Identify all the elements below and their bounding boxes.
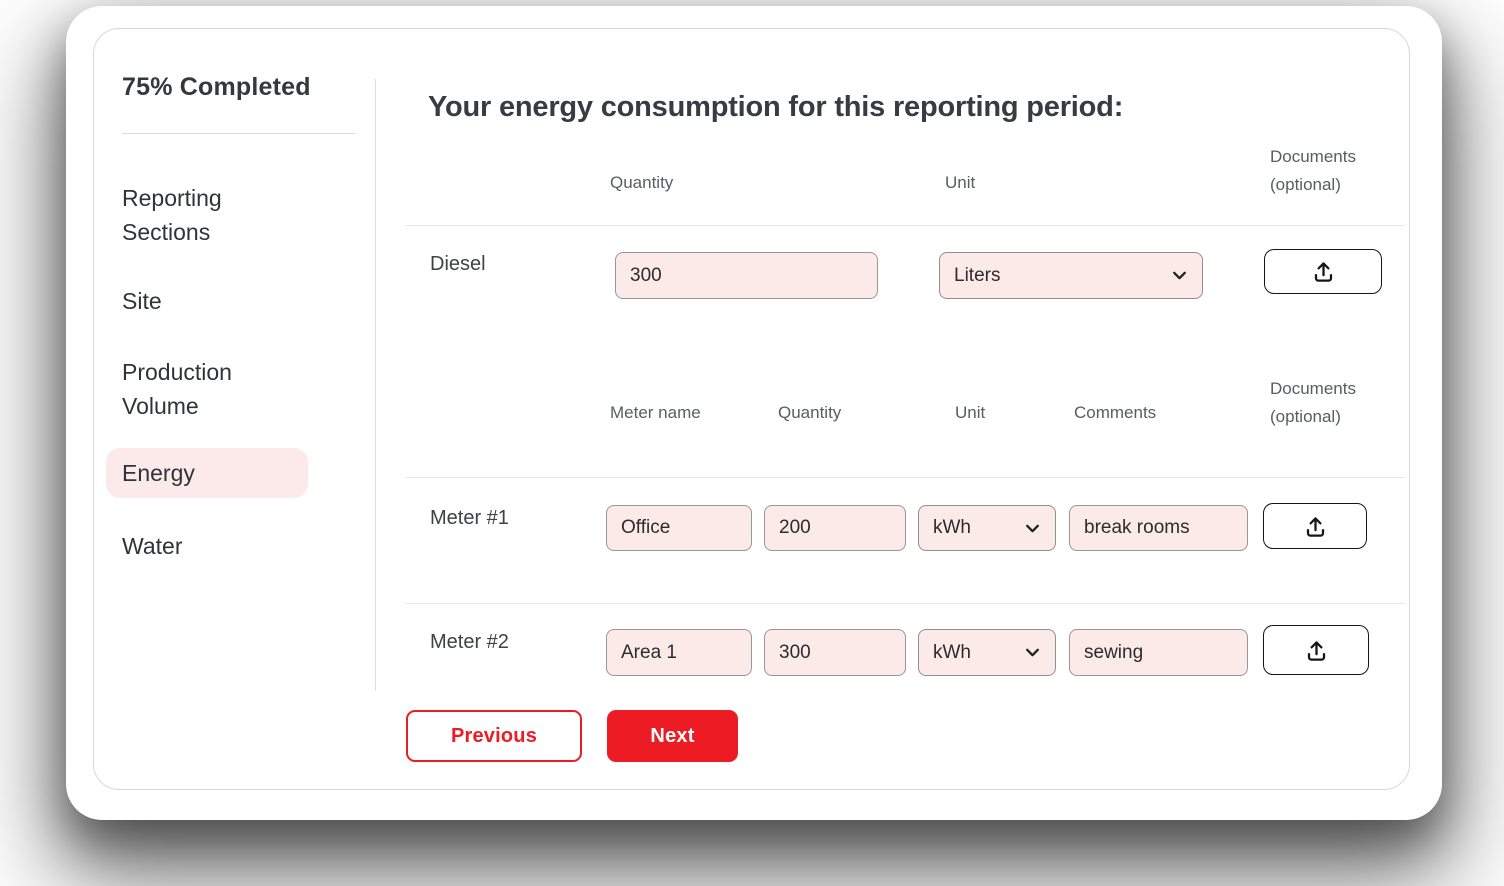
meter-header-unit: Unit bbox=[955, 403, 986, 422]
sidebar-item-site[interactable]: Site bbox=[122, 288, 162, 314]
chevron-down-icon bbox=[1173, 271, 1186, 280]
meter-header-quantity: Quantity bbox=[778, 403, 842, 422]
chevron-down-icon bbox=[1026, 648, 1039, 657]
meter2-quantity-input[interactable] bbox=[764, 629, 906, 676]
form-panel: 75% Completed Reporting Sections Site Pr… bbox=[93, 28, 1410, 790]
sidebar-item-water[interactable]: Water bbox=[122, 533, 183, 559]
sidebar-item-reporting-sections[interactable]: Reporting Sections bbox=[122, 185, 222, 245]
meter2-name-input[interactable] bbox=[606, 629, 752, 676]
fuel-header-quantity: Quantity bbox=[610, 173, 674, 192]
fuel-header-documents: Documents (optional) bbox=[1270, 147, 1356, 194]
fuel-row-label-diesel: Diesel bbox=[430, 253, 486, 275]
sidebar-divider bbox=[375, 79, 376, 691]
meter1-quantity-input[interactable] bbox=[764, 505, 906, 551]
meter-row-label: Meter #2 bbox=[430, 631, 509, 653]
chevron-down-icon bbox=[1026, 524, 1039, 532]
meter-header-comments: Comments bbox=[1074, 403, 1157, 422]
divider bbox=[405, 225, 1405, 226]
meter2-comments-input[interactable] bbox=[1069, 629, 1248, 676]
sidebar-item-production-volume[interactable]: Production Volume bbox=[122, 359, 232, 419]
diesel-upload-button[interactable] bbox=[1264, 249, 1382, 294]
diesel-unit-value: Liters bbox=[954, 264, 1001, 286]
meter1-unit-value: kWh bbox=[933, 517, 971, 538]
next-button[interactable]: Next bbox=[607, 710, 738, 762]
meter2-unit-select[interactable]: kWh bbox=[918, 629, 1056, 676]
divider bbox=[122, 133, 355, 134]
meter2-upload-button[interactable] bbox=[1263, 625, 1369, 675]
upload-icon bbox=[1307, 640, 1325, 661]
divider bbox=[405, 603, 1405, 604]
upload-icon bbox=[1306, 516, 1324, 537]
meter-row-label: Meter #1 bbox=[430, 507, 509, 529]
report-card: 75% Completed Reporting Sections Site Pr… bbox=[66, 6, 1442, 820]
diesel-unit-select[interactable]: Liters bbox=[939, 252, 1203, 299]
meter-header-name: Meter name bbox=[610, 403, 701, 422]
sidebar-item-energy-active[interactable]: Energy bbox=[106, 448, 308, 498]
sidebar-item-label: Energy bbox=[122, 459, 195, 486]
meter1-name-input[interactable] bbox=[606, 505, 752, 551]
progress-label: 75% Completed bbox=[122, 73, 311, 101]
meter1-upload-button[interactable] bbox=[1263, 503, 1367, 549]
meter1-unit-select[interactable]: kWh bbox=[918, 505, 1056, 551]
page-title: Your energy consumption for this reporti… bbox=[428, 91, 1124, 123]
meter2-unit-value: kWh bbox=[933, 641, 971, 663]
divider bbox=[405, 477, 1405, 478]
fuel-header-unit: Unit bbox=[945, 173, 976, 192]
diesel-quantity-input[interactable] bbox=[615, 252, 878, 299]
previous-button[interactable]: Previous bbox=[406, 710, 582, 762]
upload-icon bbox=[1314, 262, 1332, 282]
meter1-comments-input[interactable] bbox=[1069, 505, 1248, 551]
meter-header-documents: Documents (optional) bbox=[1270, 379, 1356, 426]
